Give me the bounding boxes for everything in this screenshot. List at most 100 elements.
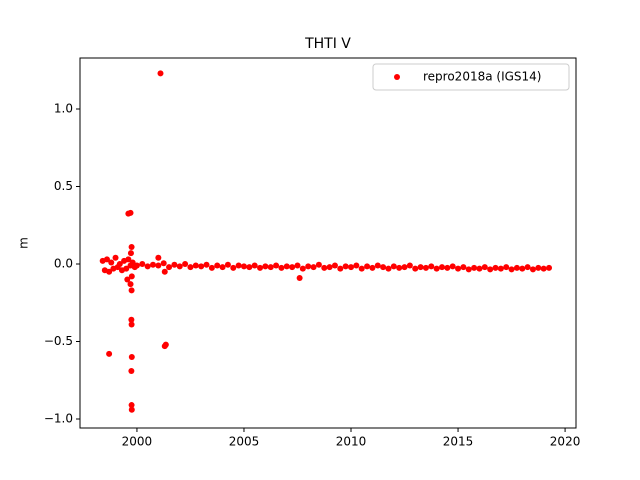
point xyxy=(116,261,123,268)
point xyxy=(166,264,173,271)
point xyxy=(128,367,135,374)
x-tick-label: 2015 xyxy=(443,435,474,449)
point xyxy=(348,264,355,271)
point xyxy=(305,263,312,270)
point xyxy=(289,264,296,271)
point xyxy=(476,265,483,272)
point xyxy=(128,321,135,328)
y-axis-label: m xyxy=(17,237,31,249)
point xyxy=(353,262,360,269)
y-tick-label: 1.0 xyxy=(54,101,73,115)
point xyxy=(128,243,135,250)
point xyxy=(235,262,242,269)
y-tick-label: 0.5 xyxy=(54,179,73,193)
point xyxy=(326,264,333,271)
point xyxy=(524,264,531,271)
point xyxy=(369,264,376,271)
point xyxy=(422,264,429,271)
legend-label: repro2018a (IGS14) xyxy=(423,70,541,84)
point xyxy=(278,264,285,271)
point xyxy=(214,262,221,269)
point xyxy=(508,266,515,273)
point xyxy=(540,265,547,272)
y-tick-label: −0.5 xyxy=(44,334,73,348)
point xyxy=(106,350,113,357)
point xyxy=(481,264,488,271)
point xyxy=(396,264,403,271)
point xyxy=(310,264,317,271)
point xyxy=(240,263,247,270)
point xyxy=(380,264,387,271)
point xyxy=(123,265,130,272)
y-tick-label: −1.0 xyxy=(44,412,73,426)
point xyxy=(133,262,140,269)
point xyxy=(144,263,151,270)
point xyxy=(487,266,494,273)
point xyxy=(230,264,237,271)
point xyxy=(108,259,115,266)
point xyxy=(128,406,135,413)
point xyxy=(315,261,322,268)
point xyxy=(246,264,253,271)
legend-box xyxy=(372,63,570,91)
x-tick-label: 2010 xyxy=(336,435,367,449)
point xyxy=(546,264,553,271)
point xyxy=(497,265,504,272)
point xyxy=(337,265,344,272)
point xyxy=(176,263,183,270)
point xyxy=(198,263,205,270)
point xyxy=(251,262,258,269)
point xyxy=(267,264,274,271)
point xyxy=(465,266,472,273)
point xyxy=(401,264,408,271)
point xyxy=(128,316,135,323)
point xyxy=(224,261,231,268)
point xyxy=(460,264,467,271)
point xyxy=(342,263,349,270)
legend-marker xyxy=(394,74,400,80)
plot-frame xyxy=(79,57,577,429)
point xyxy=(128,354,135,361)
point xyxy=(124,276,131,283)
point xyxy=(433,265,440,272)
point xyxy=(535,264,542,271)
point xyxy=(455,265,462,272)
point xyxy=(321,264,328,271)
point xyxy=(444,264,451,271)
point xyxy=(406,262,413,269)
point xyxy=(128,287,135,294)
point xyxy=(519,265,526,272)
point xyxy=(299,265,306,272)
point xyxy=(449,263,456,270)
point xyxy=(438,264,445,271)
point xyxy=(390,263,397,270)
point xyxy=(529,266,536,273)
point xyxy=(331,262,338,269)
point xyxy=(127,209,134,216)
point xyxy=(203,261,210,268)
point xyxy=(157,70,164,77)
point xyxy=(162,341,169,348)
point xyxy=(128,402,135,409)
plot xyxy=(99,70,553,413)
point xyxy=(128,273,135,280)
point xyxy=(374,262,381,269)
point xyxy=(187,264,194,271)
point xyxy=(471,264,478,271)
point xyxy=(385,265,392,272)
point xyxy=(412,265,419,272)
point xyxy=(103,256,110,263)
point xyxy=(513,264,520,271)
point xyxy=(106,268,113,275)
point xyxy=(192,262,199,269)
point xyxy=(171,261,178,268)
point xyxy=(208,264,215,271)
x-tick-label: 2020 xyxy=(550,435,581,449)
point xyxy=(296,274,303,281)
point xyxy=(294,262,301,269)
x-tick-label: 2000 xyxy=(122,435,153,449)
point xyxy=(364,263,371,270)
point xyxy=(262,263,269,270)
point xyxy=(283,263,290,270)
